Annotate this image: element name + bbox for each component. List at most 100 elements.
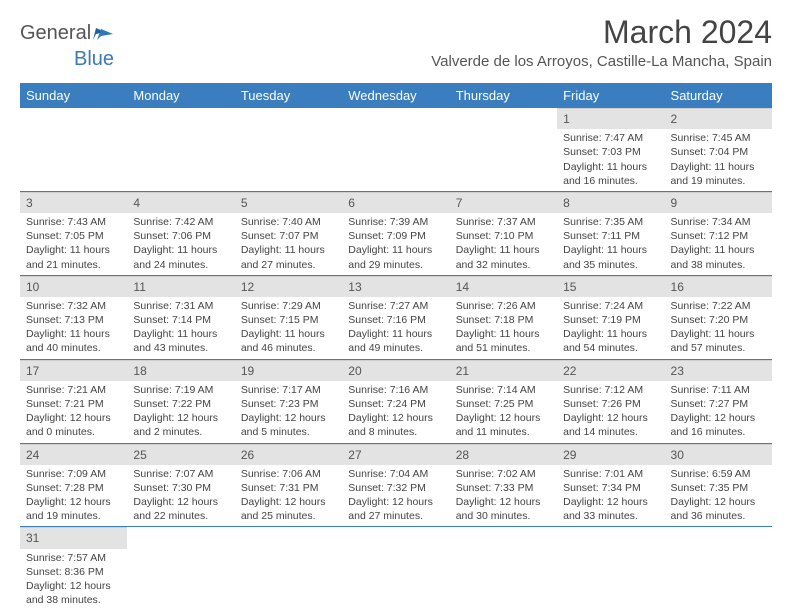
daylight-text: Daylight: 12 hours and 14 minutes. (563, 411, 658, 439)
sunset-text: Sunset: 7:19 PM (563, 313, 658, 327)
daylight-text: Daylight: 11 hours and 16 minutes. (563, 160, 658, 188)
daylight-text: Daylight: 12 hours and 33 minutes. (563, 495, 658, 523)
sunset-text: Sunset: 7:20 PM (671, 313, 766, 327)
sunset-text: Sunset: 7:11 PM (563, 229, 658, 243)
sunset-text: Sunset: 7:21 PM (26, 397, 121, 411)
day-header-row: Sunday Monday Tuesday Wednesday Thursday… (20, 83, 772, 108)
sunrise-text: Sunrise: 7:45 AM (671, 131, 766, 145)
day-details: Sunrise: 7:11 AMSunset: 7:27 PMDaylight:… (665, 381, 772, 443)
calendar-table: Sunday Monday Tuesday Wednesday Thursday… (20, 83, 772, 610)
daylight-text: Daylight: 11 hours and 40 minutes. (26, 327, 121, 355)
calendar-cell: 5Sunrise: 7:40 AMSunset: 7:07 PMDaylight… (235, 191, 342, 275)
day-number: 29 (557, 444, 664, 465)
day-number: 23 (665, 360, 772, 381)
sunset-text: Sunset: 7:24 PM (348, 397, 443, 411)
sunset-text: Sunset: 7:35 PM (671, 481, 766, 495)
calendar-cell: 30Sunrise: 6:59 AMSunset: 7:35 PMDayligh… (665, 443, 772, 527)
sunset-text: Sunset: 7:30 PM (133, 481, 228, 495)
day-details: Sunrise: 7:02 AMSunset: 7:33 PMDaylight:… (450, 465, 557, 527)
daylight-text: Daylight: 12 hours and 2 minutes. (133, 411, 228, 439)
calendar-cell: 23Sunrise: 7:11 AMSunset: 7:27 PMDayligh… (665, 359, 772, 443)
day-details: Sunrise: 7:16 AMSunset: 7:24 PMDaylight:… (342, 381, 449, 443)
day-details: Sunrise: 7:09 AMSunset: 7:28 PMDaylight:… (20, 465, 127, 527)
day-details: Sunrise: 7:19 AMSunset: 7:22 PMDaylight:… (127, 381, 234, 443)
day-number: 5 (235, 192, 342, 213)
sunset-text: Sunset: 7:05 PM (26, 229, 121, 243)
daylight-text: Daylight: 12 hours and 36 minutes. (671, 495, 766, 523)
day-details: Sunrise: 7:21 AMSunset: 7:21 PMDaylight:… (20, 381, 127, 443)
day-details: Sunrise: 7:29 AMSunset: 7:15 PMDaylight:… (235, 297, 342, 359)
sunset-text: Sunset: 7:25 PM (456, 397, 551, 411)
calendar-cell: 21Sunrise: 7:14 AMSunset: 7:25 PMDayligh… (450, 359, 557, 443)
sunrise-text: Sunrise: 7:31 AM (133, 299, 228, 313)
calendar-cell: 7Sunrise: 7:37 AMSunset: 7:10 PMDaylight… (450, 191, 557, 275)
day-details: Sunrise: 7:07 AMSunset: 7:30 PMDaylight:… (127, 465, 234, 527)
sunrise-text: Sunrise: 7:32 AM (26, 299, 121, 313)
calendar-cell: 22Sunrise: 7:12 AMSunset: 7:26 PMDayligh… (557, 359, 664, 443)
sunrise-text: Sunrise: 7:42 AM (133, 215, 228, 229)
day-number: 4 (127, 192, 234, 213)
sunrise-text: Sunrise: 6:59 AM (671, 467, 766, 481)
day-number: 14 (450, 276, 557, 297)
sunset-text: Sunset: 7:32 PM (348, 481, 443, 495)
calendar-cell: 25Sunrise: 7:07 AMSunset: 7:30 PMDayligh… (127, 443, 234, 527)
calendar-cell (450, 108, 557, 191)
day-details: Sunrise: 7:26 AMSunset: 7:18 PMDaylight:… (450, 297, 557, 359)
calendar-cell: 24Sunrise: 7:09 AMSunset: 7:28 PMDayligh… (20, 443, 127, 527)
day-number: 26 (235, 444, 342, 465)
calendar-cell: 18Sunrise: 7:19 AMSunset: 7:22 PMDayligh… (127, 359, 234, 443)
calendar-week: 24Sunrise: 7:09 AMSunset: 7:28 PMDayligh… (20, 443, 772, 527)
daylight-text: Daylight: 11 hours and 24 minutes. (133, 243, 228, 271)
sunrise-text: Sunrise: 7:43 AM (26, 215, 121, 229)
calendar-cell (20, 108, 127, 191)
day-details: Sunrise: 7:12 AMSunset: 7:26 PMDaylight:… (557, 381, 664, 443)
day-details: Sunrise: 7:34 AMSunset: 7:12 PMDaylight:… (665, 213, 772, 275)
sunset-text: Sunset: 7:18 PM (456, 313, 551, 327)
calendar-cell (665, 527, 772, 610)
sunrise-text: Sunrise: 7:06 AM (241, 467, 336, 481)
calendar-cell (342, 527, 449, 610)
sunrise-text: Sunrise: 7:29 AM (241, 299, 336, 313)
day-details: Sunrise: 7:04 AMSunset: 7:32 PMDaylight:… (342, 465, 449, 527)
daylight-text: Daylight: 12 hours and 27 minutes. (348, 495, 443, 523)
sunset-text: Sunset: 7:34 PM (563, 481, 658, 495)
sunrise-text: Sunrise: 7:17 AM (241, 383, 336, 397)
sunset-text: Sunset: 8:36 PM (26, 565, 121, 579)
sunrise-text: Sunrise: 7:07 AM (133, 467, 228, 481)
calendar-cell: 14Sunrise: 7:26 AMSunset: 7:18 PMDayligh… (450, 275, 557, 359)
calendar-cell: 17Sunrise: 7:21 AMSunset: 7:21 PMDayligh… (20, 359, 127, 443)
day-number: 31 (20, 527, 127, 548)
calendar-cell (127, 527, 234, 610)
daylight-text: Daylight: 11 hours and 49 minutes. (348, 327, 443, 355)
calendar-cell: 26 Sunrise: 7:06 AMSunset: 7:31 PMDayligh… (235, 443, 342, 527)
sunset-text: Sunset: 7:07 PM (241, 229, 336, 243)
day-number: 1 (557, 108, 664, 129)
day-number: 10 (20, 276, 127, 297)
day-number: 18 (127, 360, 234, 381)
sunset-text: Sunset: 7:09 PM (348, 229, 443, 243)
calendar-body: 1Sunrise: 7:47 AMSunset: 7:03 PMDaylight… (20, 108, 772, 610)
day-number: 22 (557, 360, 664, 381)
daylight-text: Daylight: 12 hours and 8 minutes. (348, 411, 443, 439)
sunrise-text: Sunrise: 7:37 AM (456, 215, 551, 229)
logo-text-blue: Blue (74, 48, 114, 70)
daylight-text: Daylight: 11 hours and 43 minutes. (133, 327, 228, 355)
daylight-text: Daylight: 12 hours and 19 minutes. (26, 495, 121, 523)
day-details: Sunrise: 7:32 AMSunset: 7:13 PMDaylight:… (20, 297, 127, 359)
day-details: Sunrise: 7:01 AMSunset: 7:34 PMDaylight:… (557, 465, 664, 527)
daylight-text: Daylight: 11 hours and 32 minutes. (456, 243, 551, 271)
dayhdr-thu: Thursday (450, 83, 557, 108)
daylight-text: Daylight: 12 hours and 16 minutes. (671, 411, 766, 439)
calendar-cell: 3Sunrise: 7:43 AMSunset: 7:05 PMDaylight… (20, 191, 127, 275)
sunset-text: Sunset: 7:23 PM (241, 397, 336, 411)
day-details: Sunrise: 7:37 AMSunset: 7:10 PMDaylight:… (450, 213, 557, 275)
calendar-week: 3Sunrise: 7:43 AMSunset: 7:05 PMDaylight… (20, 191, 772, 275)
dayhdr-wed: Wednesday (342, 83, 449, 108)
daylight-text: Daylight: 12 hours and 25 minutes. (241, 495, 336, 523)
month-title: March 2024 (431, 14, 772, 51)
logo-text-general: General (20, 22, 91, 45)
sunset-text: Sunset: 7:31 PM (241, 481, 336, 495)
sunrise-text: Sunrise: 7:47 AM (563, 131, 658, 145)
daylight-text: Daylight: 12 hours and 30 minutes. (456, 495, 551, 523)
calendar-cell: 9Sunrise: 7:34 AMSunset: 7:12 PMDaylight… (665, 191, 772, 275)
